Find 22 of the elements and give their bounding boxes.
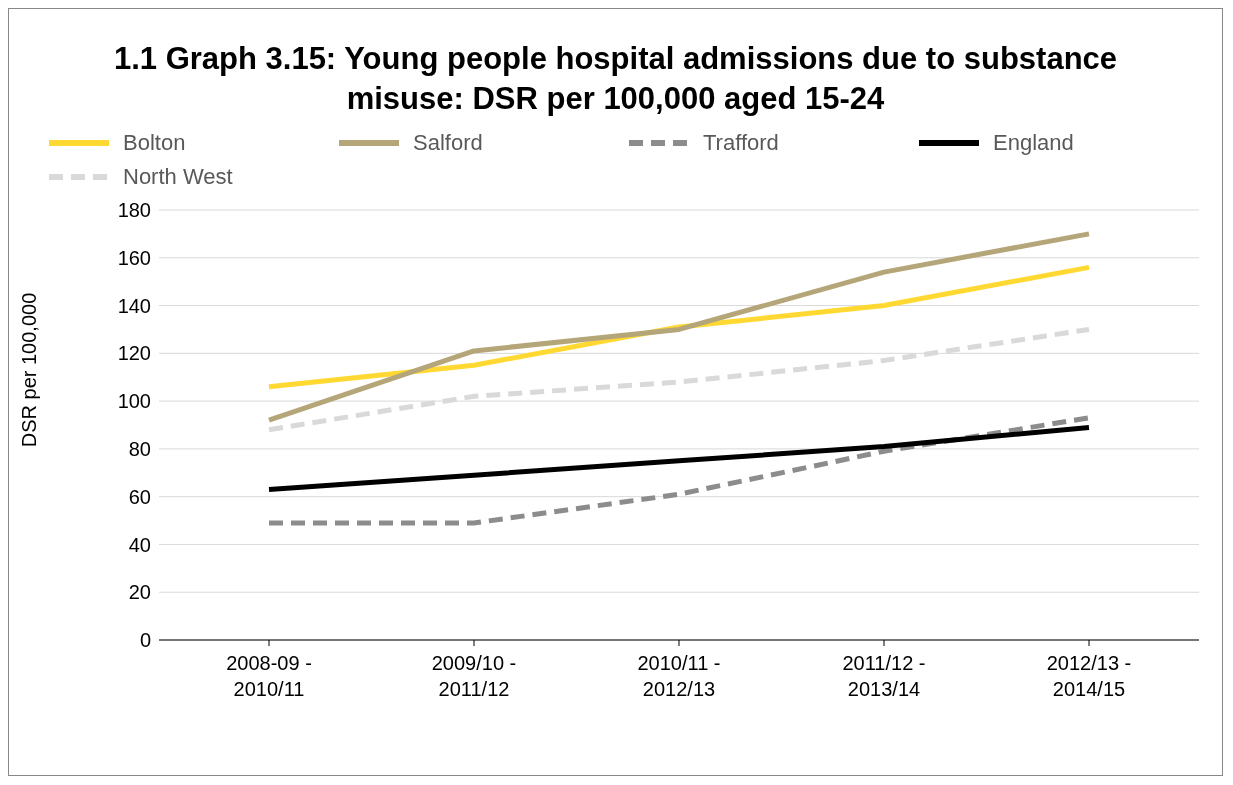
chart-title: 1.1 Graph 3.15: Young people hospital admissions due to substance misuse: DSR per 100,000 aged 15-24: [112, 40, 1119, 119]
y-tick-label: 140: [117, 294, 151, 317]
x-tick-label: 2008-09 - 2010/11: [226, 651, 312, 700]
y-tick-label: 100: [117, 389, 151, 412]
y-axis-title: DSR per 100,000: [17, 292, 41, 447]
x-tick-label: 2011/12 - 2013/14: [842, 651, 926, 700]
legend-label: North West: [123, 163, 233, 190]
legend-label: Trafford: [703, 129, 779, 156]
x-tick-label: 2012/13 - 2014/15: [1046, 651, 1132, 700]
y-tick-label: 180: [117, 198, 151, 221]
x-tick-label: 2009/10 - 2011/12: [431, 651, 517, 700]
y-tick-label: 120: [117, 342, 151, 365]
y-tick-label: 20: [128, 580, 151, 603]
y-tick-label: 160: [117, 246, 151, 269]
y-tick-label: 0: [139, 628, 151, 651]
y-tick-label: 60: [128, 485, 151, 508]
legend-label: Salford: [413, 129, 483, 156]
legend-label: Bolton: [123, 129, 186, 156]
y-tick-label: 40: [128, 533, 151, 556]
y-tick-label: 80: [128, 437, 151, 460]
legend-label: England: [993, 129, 1074, 156]
x-tick-label: 2010/11 - 2012/13: [637, 651, 721, 700]
